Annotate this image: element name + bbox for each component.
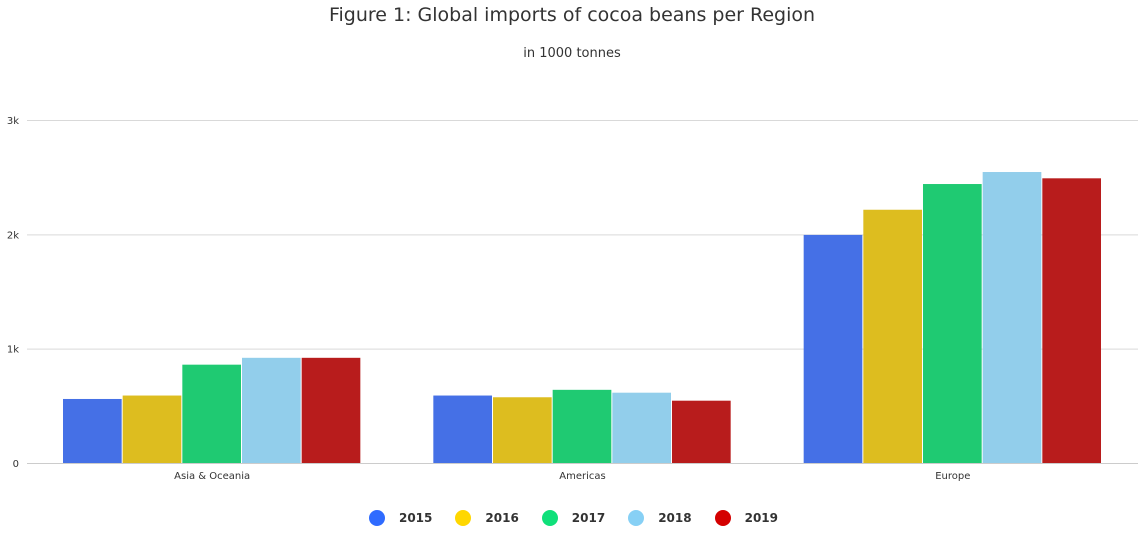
- bar-2018[interactable]: [242, 357, 301, 463]
- bar-2015[interactable]: [433, 395, 492, 463]
- legend-swatch: [541, 510, 558, 526]
- y-tick-label: 1k: [7, 345, 19, 356]
- bar-2019[interactable]: [672, 400, 731, 463]
- y-tick-label: 2k: [7, 230, 19, 241]
- bar-2019[interactable]: [301, 357, 361, 463]
- legend-swatch: [368, 510, 385, 526]
- x-tick-label: Europe: [935, 471, 970, 482]
- legend-label: 2015: [398, 511, 433, 525]
- legend-swatch: [628, 510, 645, 526]
- bar-2017[interactable]: [182, 364, 241, 463]
- x-axis-ticks: Asia & Oceania Americas Europe: [27, 463, 1138, 482]
- x-tick-label: Asia & Oceania: [174, 471, 250, 482]
- bars: [63, 172, 1101, 463]
- legend-item-2017[interactable]: 2017: [539, 510, 605, 526]
- y-tick-label: 0: [13, 459, 19, 470]
- bar-2018[interactable]: [982, 172, 1042, 463]
- legend-swatch: [455, 510, 472, 526]
- bar-2016[interactable]: [122, 395, 182, 463]
- bar-2016[interactable]: [863, 209, 922, 463]
- legend-item-2018[interactable]: 2018: [625, 510, 692, 526]
- legend-item-2015[interactable]: 2015: [366, 510, 432, 526]
- y-axis-ticks: 0 1k 2k 3k: [7, 116, 19, 470]
- x-tick-label: Americas: [559, 471, 605, 482]
- legend-label: 2019: [744, 511, 779, 525]
- bar-2019[interactable]: [1042, 178, 1101, 463]
- bar-2017[interactable]: [552, 389, 612, 463]
- legend-item-2019[interactable]: 2019: [712, 510, 778, 526]
- bar-2017[interactable]: [923, 184, 982, 463]
- chart-legend: 2015 2016 2017 2018 2019: [0, 510, 1144, 526]
- legend-label: 2017: [571, 511, 606, 525]
- chart-subtitle: in 1000 tonnes: [523, 46, 621, 61]
- bar-2015[interactable]: [803, 234, 863, 463]
- legend-swatch: [714, 510, 731, 526]
- legend-label: 2018: [658, 511, 692, 525]
- legend-item-2016[interactable]: 2016: [452, 510, 519, 526]
- bar-2018[interactable]: [612, 392, 671, 463]
- chart-title: Figure 1: Global imports of cocoa beans …: [328, 4, 816, 26]
- bar-2016[interactable]: [493, 397, 552, 463]
- y-tick-label: 3k: [7, 116, 19, 127]
- bar-2015[interactable]: [63, 398, 122, 463]
- legend-label: 2016: [485, 511, 519, 525]
